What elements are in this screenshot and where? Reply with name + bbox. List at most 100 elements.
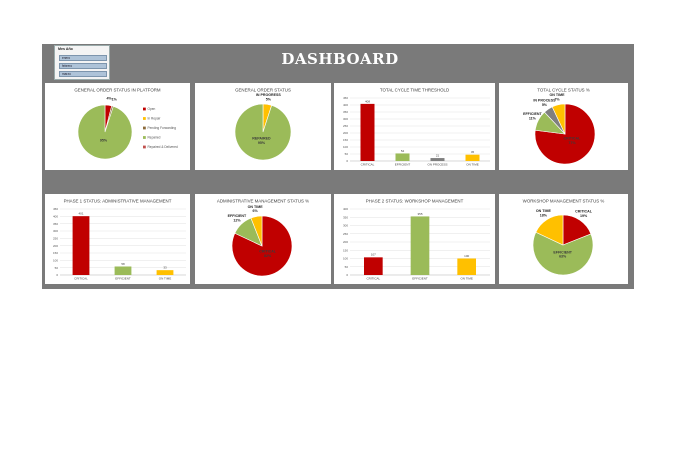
legend-swatch (143, 145, 146, 149)
pie-svg: ADMINISTRATIVE MANAGEMENT STATUS % CRITIC… (217, 199, 309, 277)
pie-data-label-text: 82% (264, 254, 272, 258)
bar-data-label: 107 (371, 253, 376, 257)
chart-general-order-platform: GENERAL ORDER STATUS IN PLATFORM 4% 1% 95% O… (45, 83, 190, 170)
pie-data-label-text: CRITICAL (575, 210, 593, 214)
slicer-item-enero[interactable]: enero (59, 55, 107, 61)
y-tick-label: 250 (343, 232, 348, 236)
pie-data-label-text: IN PROGRESS (256, 93, 282, 97)
x-tick-label: CRITICAL (74, 277, 88, 281)
slicer-item-febrero[interactable]: febrero (59, 63, 107, 69)
pie-slice-repaired (77, 104, 133, 160)
pie-data-label-text: EFFICIENT (228, 214, 247, 218)
y-tick-label: 50 (345, 265, 349, 269)
pie-data-label-text: 95% (100, 138, 108, 142)
pie-slice-on-time (551, 103, 566, 135)
bar-data-label: 21 (436, 153, 440, 157)
chart-title: PHASE 1 STATUS: ADMINISTRATIVE MANAGEMEN… (64, 199, 172, 204)
pie-data-label-text: CRITICAL (259, 250, 277, 254)
y-tick-label: 300 (343, 224, 348, 228)
bar-svg: TOTAL CYCLE TIME THRESHOLD 0 50 100 150 200 25… (343, 88, 490, 167)
legend-swatch (143, 117, 146, 120)
chart-phase1-admin: PHASE 1 STATUS: ADMINISTRATIVE MANAGEMEN… (45, 194, 190, 284)
pie-data-label-text: ON TIME (536, 209, 552, 213)
legend-swatch (143, 126, 146, 130)
pie-data-label-text: 11% (529, 117, 537, 121)
y-tick-label: 150 (343, 138, 348, 142)
y-tick-label: 100 (53, 258, 58, 262)
bar-data-label: 401 (78, 212, 83, 216)
pie-data-label-text: REPAIRED (252, 136, 271, 140)
legend-swatch (143, 107, 146, 111)
pie-slice-on-time (535, 214, 564, 246)
y-tick-label: 350 (343, 215, 348, 219)
pie-data-label-text: 1% (112, 97, 118, 101)
x-tick-label: CRITICAL (361, 163, 375, 167)
pie-data-label-text: 5% (266, 97, 272, 101)
pie-slice-efficient (532, 231, 594, 276)
bar-critical (360, 103, 375, 161)
y-tick-label: 250 (343, 124, 348, 128)
pie-data-label-text: IN PROCESS (533, 99, 556, 103)
bar-efficient (410, 216, 430, 275)
pie-data-label-text: 7% (554, 97, 560, 101)
dashboard-title: DASHBOARD (281, 50, 399, 68)
pie-data-label-text: EFFICIENT (553, 250, 572, 254)
y-tick-label: 300 (53, 229, 58, 233)
pie-slice-critical (231, 215, 293, 277)
chart-total-cycle-threshold: TOTAL CYCLE TIME THRESHOLD 0 50 100 150 200 25… (334, 83, 495, 170)
chart-general-order-status: GENERAL ORDER STATUS IN PROGRESS 5% REPAIRE… (195, 83, 331, 170)
y-tick-label: 450 (53, 207, 58, 211)
pie-svg: GENERAL ORDER STATUS IN PLATFORM 4% 1% 95% O… (74, 88, 179, 160)
pie-data-label: 1% (112, 97, 118, 101)
x-tick-label: EFFICIENT (412, 277, 428, 281)
y-tick-label: 0 (346, 273, 348, 277)
y-tick-label: 250 (53, 236, 58, 240)
y-tick-label: 450 (343, 96, 348, 100)
bar-efficient (114, 266, 132, 275)
y-tick-label: 400 (53, 214, 58, 218)
bar-data-label: 45 (471, 150, 475, 154)
pie-data-label-text: 18% (540, 213, 548, 217)
pie-data-label: 95% (100, 138, 108, 142)
chart-title: PHASE 2 STATUS: WORKSHOP MANAGEMENT (366, 199, 464, 204)
chart-title: WORKSHOP MANAGEMENT STATUS % (523, 199, 605, 204)
y-tick-label: 400 (343, 207, 348, 211)
slicer-item-marzo[interactable]: marzo (59, 71, 107, 77)
x-tick-label: CRITICAL (366, 277, 380, 281)
bar-data-label: 100 (464, 254, 469, 258)
y-tick-label: 0 (56, 273, 58, 277)
pie-slice-repaired (234, 103, 292, 161)
bar-svg: PHASE 2 STATUS: WORKSHOP MANAGEMENT 0 50 10… (343, 199, 490, 281)
chart-title: TOTAL CYCLE STATUS % (537, 88, 590, 93)
month-year-slicer[interactable]: Mes Año enero febrero marzo (54, 45, 110, 80)
pie-data-label-text: ON TIME (550, 93, 566, 97)
x-tick-label: ON PROCESS (427, 163, 447, 167)
y-tick-label: 100 (343, 257, 348, 261)
x-tick-label: ON TIME (466, 163, 478, 167)
chart-title: ADMINISTRATIVE MANAGEMENT STATUS % (217, 199, 309, 204)
bar-data-label: 58 (121, 262, 125, 266)
pie-data-label-text: CRITICAL (564, 137, 582, 141)
y-tick-label: 0 (346, 159, 348, 163)
legend-entry: Open (148, 107, 156, 111)
chart-title: GENERAL ORDER STATUS IN PLATFORM (74, 88, 161, 93)
x-tick-label: EFFICIENT (395, 163, 411, 167)
legend-entry: Repaired & Delivered (148, 145, 179, 149)
y-tick-label: 50 (55, 266, 59, 270)
x-tick-label: ON TIME (460, 277, 472, 281)
y-tick-label: 300 (343, 117, 348, 121)
bar-critical (72, 216, 90, 275)
y-tick-label: 400 (343, 103, 348, 107)
chart-admin-status: ADMINISTRATIVE MANAGEMENT STATUS % CRITIC… (195, 194, 331, 284)
legend-entry: Pending Forwarding (148, 126, 177, 130)
pie-data-label-text: 95% (258, 141, 266, 145)
chart-workshop-status: WORKSHOP MANAGEMENT STATUS % CRITICAL 19% E… (499, 194, 628, 284)
y-tick-label: 200 (343, 131, 348, 135)
